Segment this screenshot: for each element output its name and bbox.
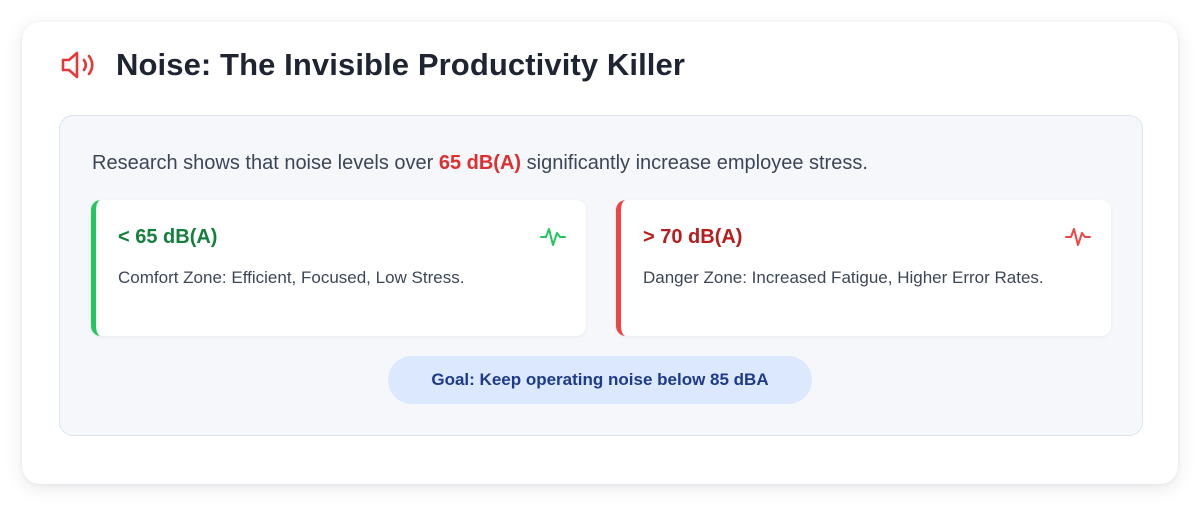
speaker-icon xyxy=(60,49,100,81)
danger-zone-description: Danger Zone: Increased Fatigue, Higher E… xyxy=(643,268,1044,287)
danger-zone-threshold: > 70 dB(A) xyxy=(643,226,743,248)
research-prefix: Research shows that noise levels over xyxy=(92,152,439,174)
page-title: Noise: The Invisible Productivity Killer xyxy=(116,47,686,82)
noise-info-card: Noise: The Invisible Productivity Killer… xyxy=(22,22,1178,484)
research-statement: Research shows that noise levels over 65… xyxy=(92,152,868,175)
pulse-icon xyxy=(1065,224,1091,255)
comfort-zone-card: < 65 dB(A) Comfort Zone: Efficient, Focu… xyxy=(91,200,586,336)
comfort-zone-threshold: < 65 dB(A) xyxy=(118,226,218,248)
card-header: Noise: The Invisible Productivity Killer xyxy=(60,44,685,86)
research-suffix: significantly increase employee stress. xyxy=(521,152,868,174)
pulse-icon xyxy=(540,224,566,255)
info-panel: Research shows that noise levels over 65… xyxy=(59,115,1143,436)
danger-zone-card: > 70 dB(A) Danger Zone: Increased Fatigu… xyxy=(616,200,1111,336)
comfort-zone-description: Comfort Zone: Efficient, Focused, Low St… xyxy=(118,268,465,287)
goal-badge: Goal: Keep operating noise below 85 dBA xyxy=(388,356,812,404)
noise-threshold-highlight: 65 dB(A) xyxy=(438,152,522,174)
